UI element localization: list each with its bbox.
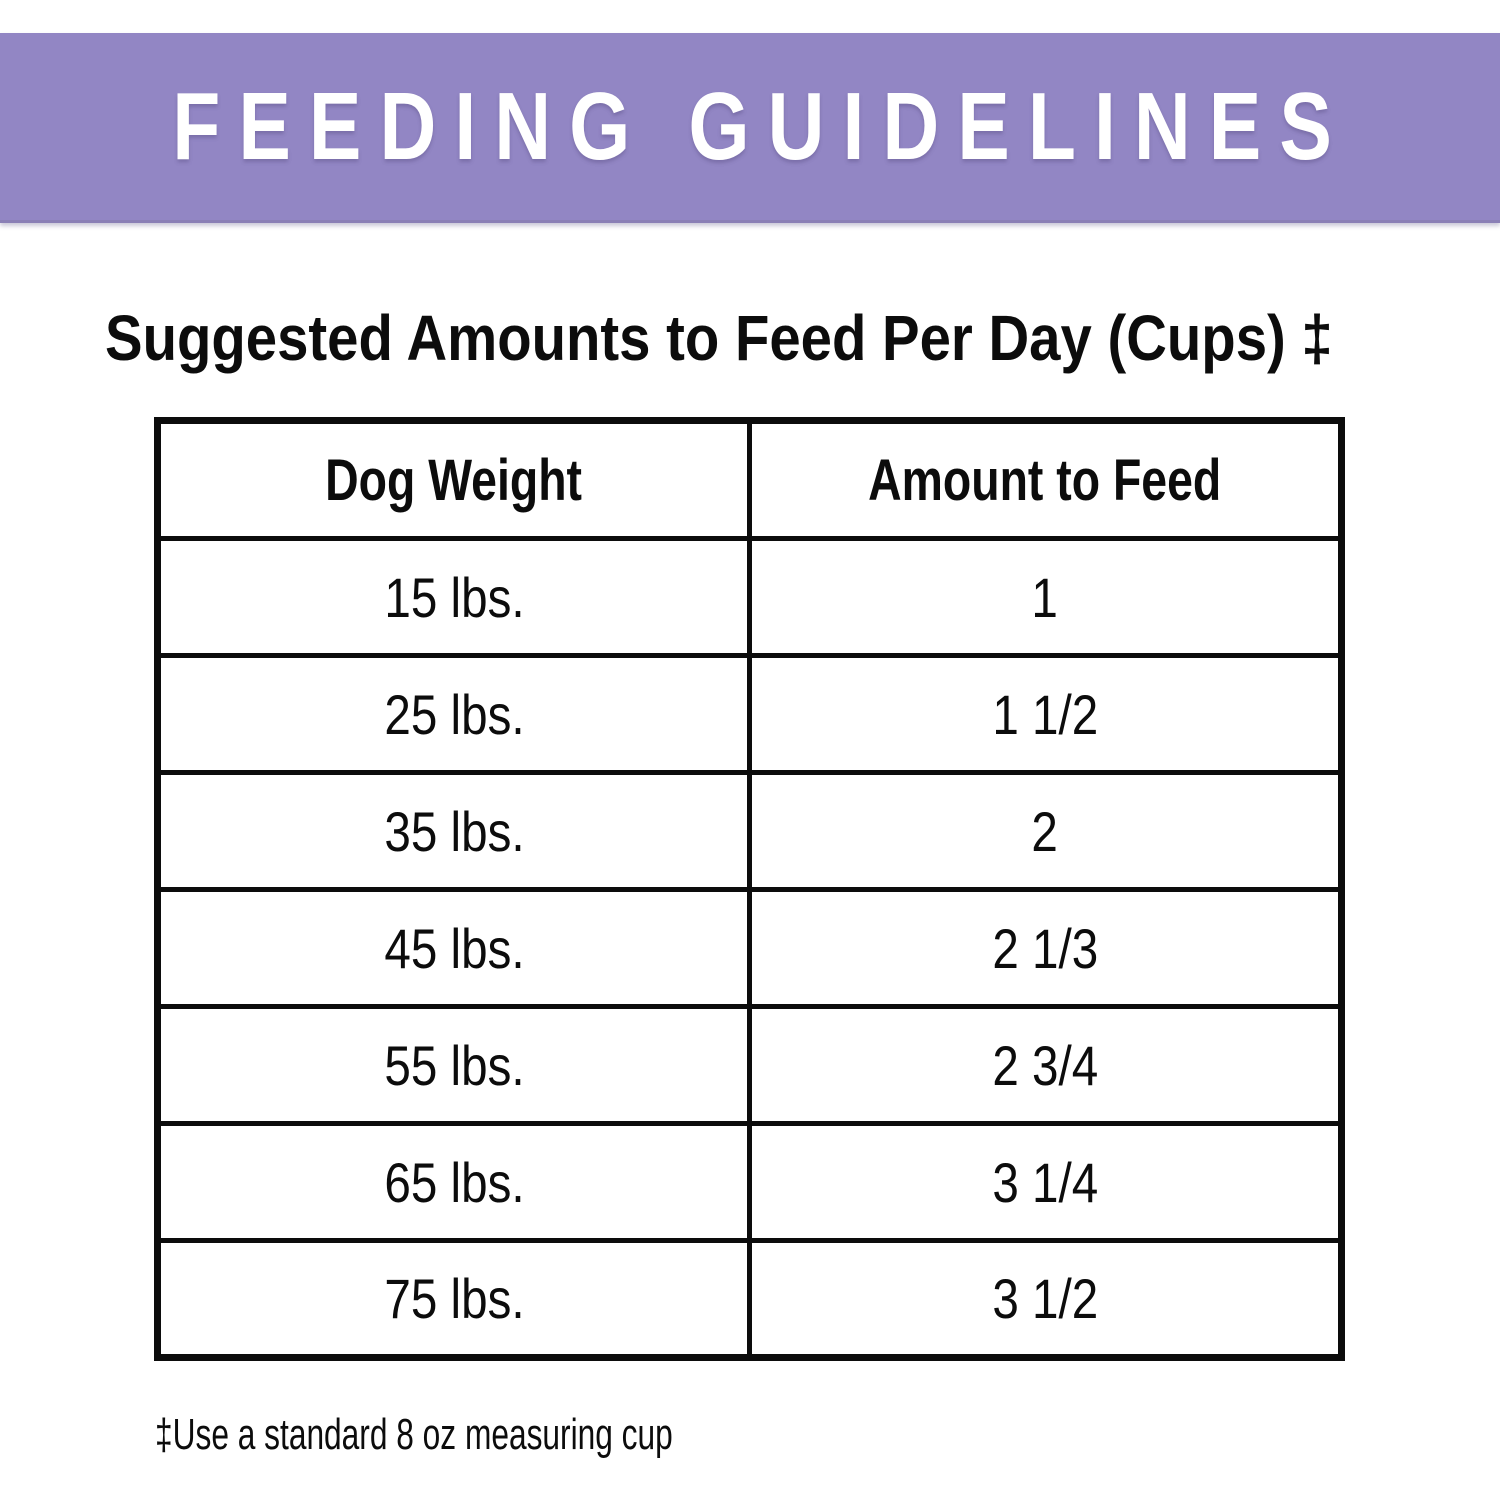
dog-weight-value: 25 lbs. — [383, 682, 525, 746]
column-header-dog-weight-label: Dog Weight — [325, 447, 583, 513]
amount-to-feed-value: 2 — [1031, 799, 1059, 863]
banner: FEEDING GUIDELINES — [0, 33, 1500, 223]
amount-to-feed-cell: 1 1/2 — [747, 653, 1344, 775]
amount-to-feed-cell: 3 1/2 — [747, 1238, 1344, 1360]
amount-to-feed-cell: 3 1/4 — [747, 1121, 1344, 1243]
dog-weight-cell: 55 lbs. — [155, 1004, 752, 1126]
column-header-dog-weight: Dog Weight — [155, 418, 752, 541]
dog-weight-cell: 25 lbs. — [155, 653, 752, 775]
dog-weight-cell: 15 lbs. — [155, 536, 752, 658]
table-row: 15 lbs. 1 — [155, 536, 1344, 658]
table-row: 45 lbs. 2 1/3 — [155, 887, 1344, 1009]
table-row: 35 lbs. 2 — [155, 770, 1344, 892]
table-row: 25 lbs. 1 1/2 — [155, 653, 1344, 775]
dog-weight-cell: 35 lbs. — [155, 770, 752, 892]
dog-weight-value: 45 lbs. — [383, 916, 525, 980]
amount-to-feed-cell: 2 3/4 — [747, 1004, 1344, 1126]
section-title-text: Suggested Amounts to Feed Per Day (Cups)… — [105, 302, 1333, 374]
amount-to-feed-value: 2 3/4 — [992, 1033, 1098, 1097]
amount-to-feed-value: 3 1/4 — [992, 1150, 1098, 1214]
amount-to-feed-cell: 2 1/3 — [747, 887, 1344, 1009]
dog-weight-value: 55 lbs. — [383, 1033, 525, 1097]
table-row: 55 lbs. 2 3/4 — [155, 1004, 1344, 1126]
banner-title: FEEDING GUIDELINES — [172, 72, 1350, 180]
amount-to-feed-value: 2 1/3 — [992, 916, 1098, 980]
column-header-amount-to-feed-label: Amount to Feed — [868, 447, 1222, 513]
dog-weight-value: 15 lbs. — [383, 565, 525, 629]
footnote-text: ‡Use a standard 8 oz measuring cup — [155, 1410, 673, 1459]
table-row: 65 lbs. 3 1/4 — [155, 1121, 1344, 1243]
dog-weight-cell: 75 lbs. — [155, 1238, 752, 1360]
dog-weight-value: 65 lbs. — [383, 1150, 525, 1214]
amount-to-feed-value: 1 1/2 — [992, 682, 1098, 746]
table-header-row: Dog Weight Amount to Feed — [155, 418, 1344, 541]
footnote: ‡Use a standard 8 oz measuring cup — [155, 1410, 874, 1460]
table-row: 75 lbs. 3 1/2 — [155, 1238, 1344, 1360]
amount-to-feed-cell: 2 — [747, 770, 1344, 892]
section-title: Suggested Amounts to Feed Per Day (Cups)… — [105, 302, 1500, 374]
amount-to-feed-cell: 1 — [747, 536, 1344, 658]
dog-weight-value: 75 lbs. — [383, 1267, 525, 1330]
dog-weight-cell: 65 lbs. — [155, 1121, 752, 1243]
column-header-amount-to-feed: Amount to Feed — [747, 418, 1344, 541]
amount-to-feed-value: 3 1/2 — [992, 1267, 1098, 1330]
amount-to-feed-value: 1 — [1031, 565, 1059, 629]
dog-weight-cell: 45 lbs. — [155, 887, 752, 1009]
feeding-table: Dog Weight Amount to Feed 15 lbs. 1 25 l… — [154, 417, 1345, 1361]
dog-weight-value: 35 lbs. — [383, 799, 525, 863]
